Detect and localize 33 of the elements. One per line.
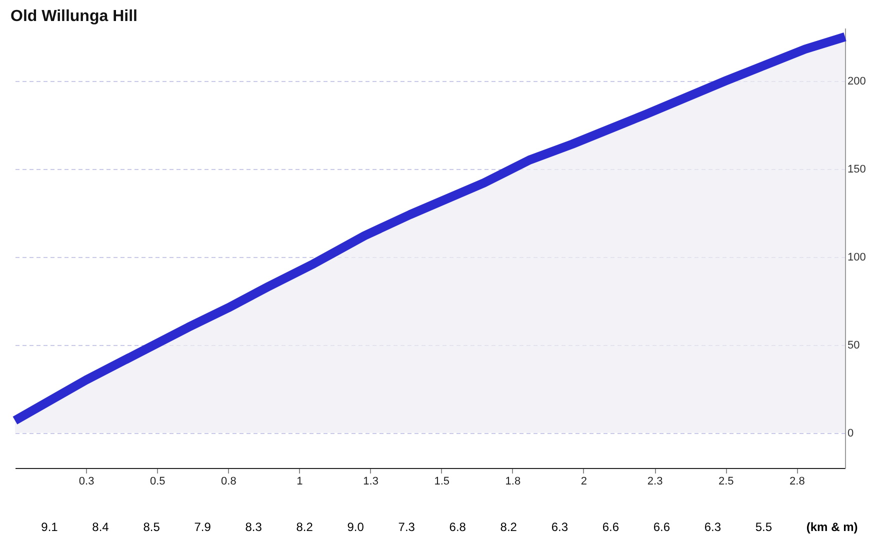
x-tick-label: 1.8 bbox=[505, 476, 521, 488]
text: 5.5 bbox=[755, 520, 772, 534]
text: 6.3 bbox=[551, 520, 568, 534]
x-tick-label: 0.8 bbox=[221, 476, 236, 488]
text: 8.3 bbox=[245, 520, 262, 534]
x-tick-label: 2.8 bbox=[790, 476, 805, 488]
x-tick-label: 0.3 bbox=[78, 476, 94, 488]
y-tick-label: 50 bbox=[848, 339, 860, 352]
text: 9.0 bbox=[347, 520, 364, 534]
text: 6.6 bbox=[602, 520, 620, 534]
y-tick-label: 0 bbox=[848, 427, 854, 440]
x-tick-label: 2.5 bbox=[718, 476, 734, 488]
text: 6.8 bbox=[449, 520, 466, 534]
text: 6.6 bbox=[653, 520, 670, 534]
text: 8.2 bbox=[500, 520, 517, 534]
x-tick-label: 2 bbox=[580, 476, 588, 488]
text: 8.4 bbox=[92, 520, 109, 534]
text: 6.3 bbox=[704, 520, 722, 534]
text: 8.5 bbox=[143, 520, 160, 534]
y-tick-label: 200 bbox=[848, 75, 866, 88]
chart-title: Old Willunga Hill bbox=[10, 8, 138, 25]
x-tick-label: 2.3 bbox=[647, 476, 663, 488]
text: (km & m) bbox=[806, 520, 858, 534]
y-tick-label: 150 bbox=[848, 163, 866, 176]
x-tick-label: 1.3 bbox=[363, 476, 378, 488]
x-tick-label: 1 bbox=[296, 476, 303, 488]
text: 7.9 bbox=[194, 520, 211, 534]
text: 7.3 bbox=[398, 520, 415, 534]
x-tick-label: 1.5 bbox=[434, 476, 450, 488]
x-tick-label: 0.5 bbox=[150, 476, 166, 488]
text: 9.1 bbox=[41, 520, 58, 534]
text: 8.2 bbox=[296, 520, 313, 534]
y-tick-label: 100 bbox=[848, 251, 866, 264]
